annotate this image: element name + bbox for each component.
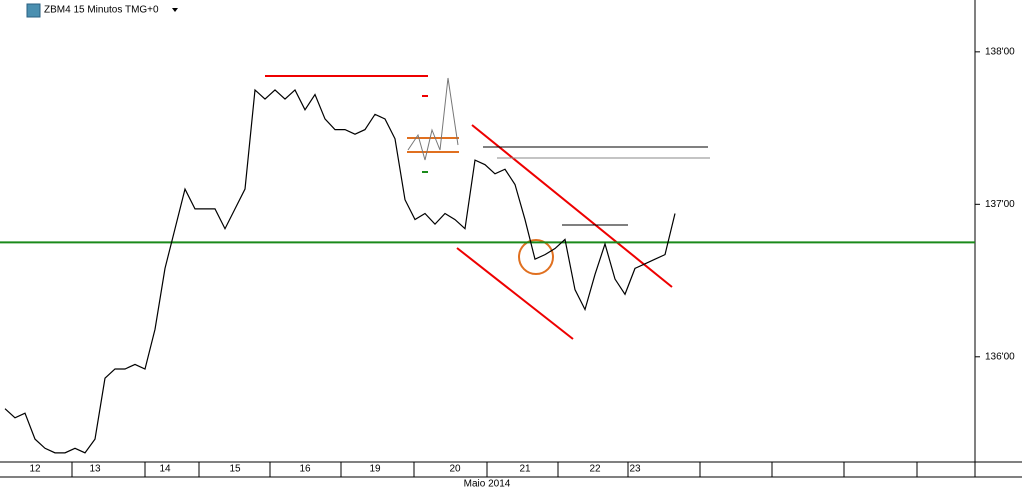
day-dividers: [71, 462, 918, 477]
dropdown-arrow[interactable]: [172, 8, 178, 12]
x-axis-label: Maio 2014: [464, 479, 511, 490]
annotations: [265, 75, 710, 340]
x-tick-label: 22: [589, 464, 601, 475]
x-tick-label: 19: [369, 464, 381, 475]
y-tick-label: 138'00: [985, 46, 1015, 57]
x-tick-label: 20: [449, 464, 461, 475]
price-line: [4, 88, 676, 454]
x-tick-label: 21: [519, 464, 531, 475]
chart-title[interactable]: ZBM4 15 Minutos TMG+0: [44, 5, 159, 16]
x-tick-label: 16: [299, 464, 311, 475]
x-tick-label: 14: [159, 464, 171, 475]
instrument-icon[interactable]: [26, 3, 41, 18]
y-tick-label: 137'00: [985, 199, 1015, 210]
x-tick-label: 15: [229, 464, 241, 475]
x-tick-label: 12: [29, 464, 41, 475]
y-tick-label: 136'00: [985, 351, 1015, 362]
x-tick-label: 23: [629, 464, 641, 475]
x-tick-label: 13: [89, 464, 101, 475]
